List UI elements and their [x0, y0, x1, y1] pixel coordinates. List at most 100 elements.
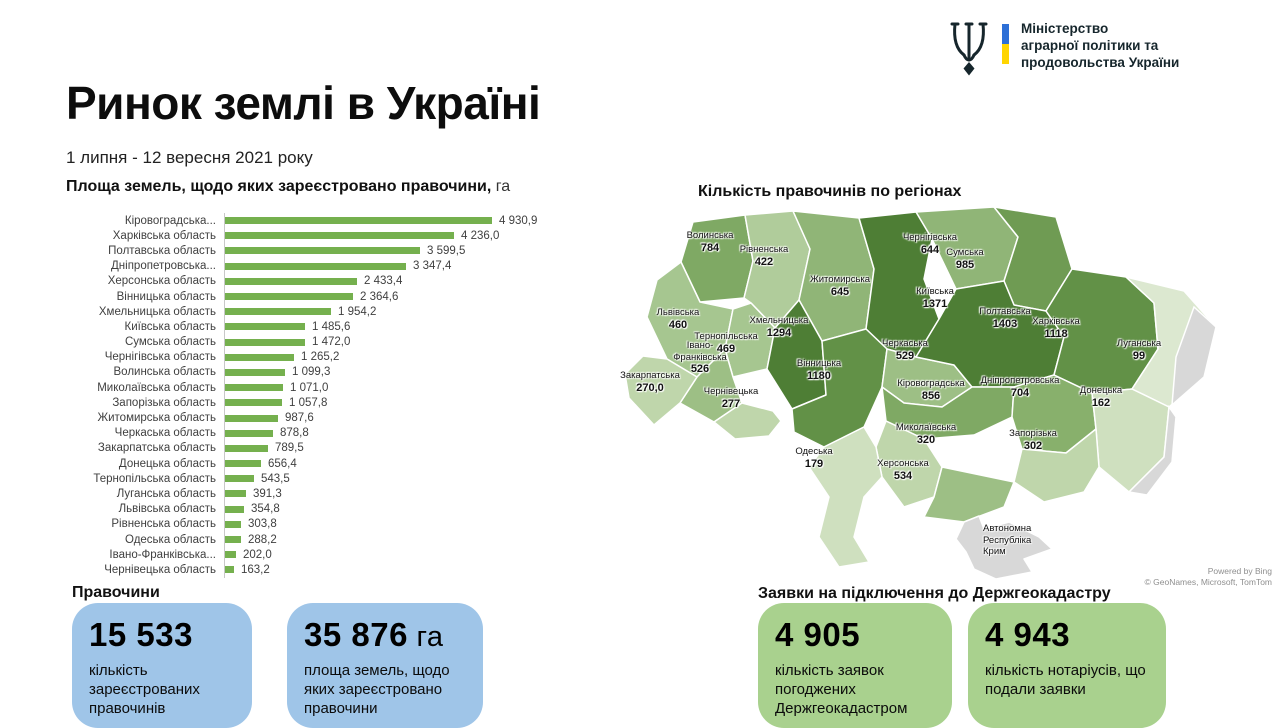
bar — [225, 308, 331, 316]
bar-row: Хмельницька область 1 954,2 — [66, 304, 626, 320]
map-region-name: Харківська — [1032, 316, 1080, 327]
map-region-value: 302 — [1023, 439, 1043, 452]
zayavky-heading: Заявки на підключення до Держгеокадастру — [758, 585, 1111, 602]
map-region-value: 985 — [955, 258, 975, 271]
map-region-name: Полтавська — [979, 306, 1031, 317]
bar-track — [224, 258, 406, 274]
stat-number: 4 905 — [775, 616, 861, 653]
map-region-value: 320 — [916, 433, 936, 446]
bar-category-label: Рівненська область — [111, 518, 216, 531]
bar-category-label: Закарпатська область — [97, 442, 216, 455]
map-region-name: Київська — [916, 286, 954, 297]
map-region-name: Кіровоградська — [897, 378, 965, 389]
bar-category-label: Одеська область — [125, 533, 216, 546]
bar-track — [224, 364, 285, 381]
bar-track — [224, 288, 353, 305]
bar-value-label: 288,2 — [248, 533, 277, 546]
stat-card-notaries: 4 943 кількість нотаріусів, що подали за… — [968, 603, 1166, 728]
map-region-name: Дніпропетровська — [980, 375, 1060, 386]
stat-desc: площа земель, щодо яких зареєстровано пр… — [304, 662, 450, 717]
bar — [225, 444, 268, 452]
map-region-label: Запорізька 302 — [1009, 428, 1057, 452]
map-region-value: 534 — [893, 469, 913, 482]
map-region-label: Кіровоградська 856 — [897, 378, 964, 402]
bar-value-label: 987,6 — [285, 412, 314, 425]
bar-track — [224, 440, 268, 456]
bar-value-label: 354,8 — [251, 503, 280, 516]
trident-icon — [948, 20, 990, 83]
bar-category-label: Волинська область — [113, 366, 217, 379]
bar-chart: Кіровоградська... 4 930,9 Харківська облас… — [66, 213, 626, 578]
map-region-label: Херсонська 534 — [877, 458, 929, 482]
map-region-value: 162 — [1091, 396, 1111, 409]
bar-row: Вінницька область 2 364,6 — [66, 288, 626, 305]
bar-value-label: 391,3 — [253, 487, 282, 500]
bar-track — [224, 304, 331, 320]
bar-row: Миколаївська область 1 071,0 — [66, 380, 626, 396]
bar — [225, 566, 234, 574]
bar — [225, 217, 492, 225]
map-region-value: 179 — [804, 457, 824, 470]
map-region-value: 460 — [668, 318, 688, 331]
map-region-name: Рівненська — [739, 244, 789, 255]
bar-category-label: Кіровоградська... — [124, 214, 216, 227]
map-region-shape — [624, 355, 698, 426]
bar — [225, 353, 294, 361]
map-title: Кількість правочинів по регіонах — [698, 183, 962, 200]
map-region-name: Вінницька — [796, 358, 842, 369]
map-region-name: Чернігівська — [902, 232, 958, 243]
map-region-label: Сумська 985 — [946, 247, 983, 271]
bar-row: Луганська область 391,3 — [66, 486, 626, 502]
map-region-name: Волинська — [686, 230, 734, 241]
bar — [225, 551, 236, 559]
bar — [225, 460, 261, 468]
map-occupied-area-shape — [1127, 404, 1177, 496]
bar-category-label: Львівська область — [118, 503, 216, 516]
bar-category-label: Київська область — [124, 320, 217, 333]
map-region-name: Запорізька — [1009, 428, 1057, 439]
map-region-shape — [808, 426, 883, 568]
bar-value-label: 1 472,0 — [312, 336, 351, 349]
map-region-value: 422 — [754, 255, 774, 268]
bar-row: Херсонська область 2 433,4 — [66, 273, 626, 289]
bar-value-label: 878,8 — [280, 427, 309, 440]
bar-track — [224, 319, 305, 335]
map-region-label: Тернопільська 469 — [694, 331, 757, 355]
map-shapes — [624, 206, 1217, 580]
bar — [225, 277, 357, 285]
bar-category-label: Донецька область — [118, 457, 216, 470]
stat-number: 35 876 га — [304, 616, 444, 653]
bar-row: Львівська область 354,8 — [66, 501, 626, 517]
bar-track — [224, 471, 254, 487]
map-region-label: Одеська 179 — [795, 446, 832, 470]
bar-track — [224, 243, 420, 259]
bar-row: Донецька область 656,4 — [66, 456, 626, 472]
bar — [225, 323, 305, 331]
map-region-label: Волинська 784 — [687, 230, 734, 254]
map-region-value: 529 — [895, 349, 915, 362]
bar — [225, 232, 454, 240]
bar-category-label: Івано-Франківська... — [109, 548, 216, 561]
map-region-name: Хмельницька — [749, 315, 809, 326]
map-region-name: Черкаська — [882, 338, 928, 349]
bar-row: Полтавська область 3 599,5 — [66, 243, 626, 259]
map-region-label: Івано- Франківська 526 — [673, 340, 727, 376]
bar-track — [224, 349, 294, 365]
map-region-label: Чернігівська 644 — [903, 232, 957, 256]
bar-value-label: 163,2 — [241, 563, 270, 576]
map-region-name: Львівська — [656, 307, 700, 318]
ministry-logo: Міністерство аграрної політики та продов… — [948, 20, 1179, 83]
bar-category-label: Миколаївська область — [97, 381, 216, 394]
map-region-name: Одеська — [795, 446, 833, 457]
bar-row: Житомирська область 987,6 — [66, 410, 626, 426]
map-region-shape — [713, 402, 782, 440]
map-region-label: Закарпатська 270,0 — [620, 370, 680, 394]
bar-category-label: Вінницька область — [116, 290, 216, 303]
bar-category-label: Херсонська область — [107, 275, 216, 288]
bar-value-label: 1 071,0 — [290, 381, 329, 394]
map-region-value: 469 — [716, 342, 736, 355]
bar-track — [224, 380, 283, 396]
map-region-value: 277 — [721, 397, 741, 410]
map-region-name: Херсонська — [877, 458, 929, 469]
bar-category-label: Чернівецька область — [104, 563, 216, 576]
